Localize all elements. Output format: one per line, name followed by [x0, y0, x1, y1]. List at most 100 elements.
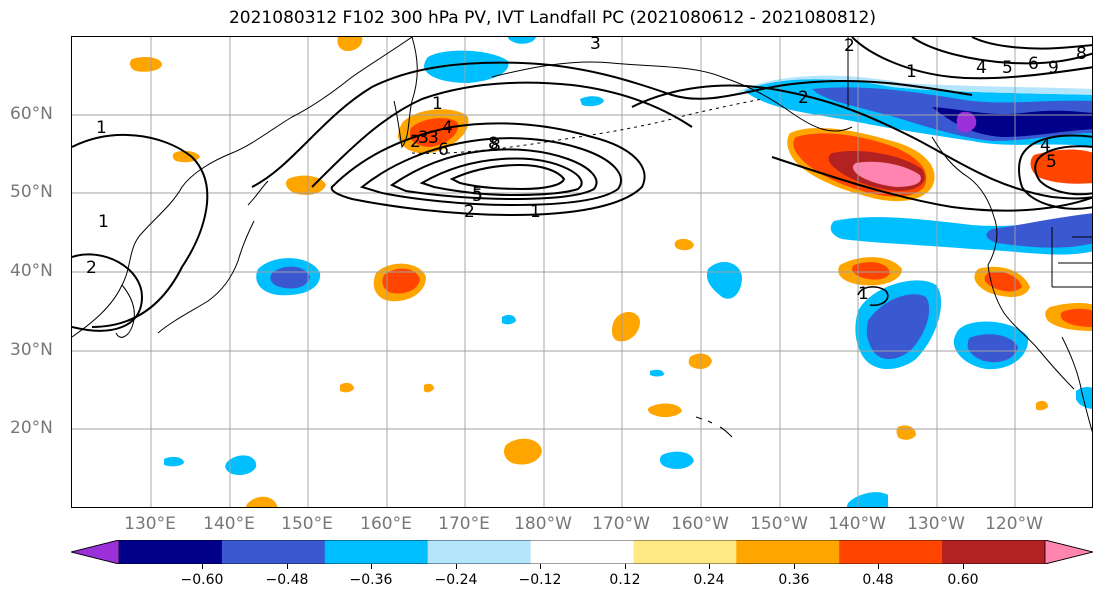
colorbar-tick: −0.24: [434, 572, 478, 588]
shading-purple-gulf-alaska: [956, 111, 977, 133]
colorbar-tick: 0.12: [609, 572, 641, 588]
colorbar-tickmark: [456, 564, 457, 569]
contour-label: 1: [906, 62, 917, 82]
coast-kamchatka: [393, 37, 418, 149]
shading-orange-22n-163w: [647, 403, 682, 418]
coast-alaska: [491, 61, 853, 132]
lon-label-170w: 170°W: [592, 514, 650, 534]
colorbar-tickmark: [794, 564, 795, 569]
shading-blue-60n-174w: [580, 96, 604, 107]
coast-asia-mainland: [72, 37, 413, 338]
contour-label: 6: [1028, 54, 1039, 74]
shading-orange-52n-148e: [286, 175, 326, 195]
colorbar-tickmark: [625, 564, 626, 569]
pv-contours: [72, 37, 1092, 332]
pv-contour-jet-1: [251, 61, 973, 188]
colorbar-segment: [530, 540, 634, 564]
colorbar-tickmark: [963, 564, 964, 569]
colorbar-tick: 0.24: [693, 572, 725, 588]
map-title: 2021080312 F102 300 hPa PV, IVT Landfall…: [228, 8, 876, 28]
colorbar-tick: 0.36: [778, 572, 810, 588]
shading-red-34n-right: [1060, 308, 1092, 327]
colorbar-tick: −0.60: [180, 572, 224, 588]
lon-label-180w: 180°W: [514, 514, 572, 534]
contour-label: 5: [472, 186, 483, 206]
shading-blue-18n-146e: [225, 455, 257, 475]
shading-orange-16n-178e: [504, 438, 542, 465]
shading-midblue-32n-137w: [866, 294, 930, 360]
colorbar-tickmark: [878, 564, 879, 569]
colorbar-tickmark: [709, 564, 710, 569]
colorbar: [71, 540, 1093, 564]
pv-contour-low-5: [449, 163, 566, 191]
pv-contour-east-2: [851, 37, 1092, 80]
colorbar-segment: [633, 540, 737, 564]
lon-label-130w: 130°W: [907, 514, 965, 534]
map-plot-area: 1 2 3 5 8 1 2 5 8 6 4 3 2 1 1 2 3 4 5 6 …: [71, 36, 1093, 508]
lon-label-160w: 160°W: [671, 514, 729, 534]
colorbar-tick: −0.36: [349, 572, 393, 588]
coastlines: [72, 37, 1092, 438]
contour-label: 1: [432, 94, 443, 114]
colorbar-tickmark: [540, 564, 541, 569]
shading-midblue-30n-123w: [967, 334, 1018, 363]
coast-north-america-inland: [847, 37, 1092, 288]
contour-label: 4: [442, 118, 453, 138]
shading-blue-32n-176e: [502, 314, 516, 325]
lat-label-40n: 40°N: [10, 261, 53, 281]
contour-label: 3: [428, 128, 439, 148]
shading-orange-23n-165e: [424, 383, 434, 393]
lon-label-160e: 160°E: [360, 514, 412, 534]
lat-label-30n: 30°N: [10, 340, 53, 360]
contour-label: 3: [590, 37, 601, 54]
colorbar-tick: −0.48: [265, 572, 309, 588]
contour-labels: 1 2 3 5 8 1 2 5 8 6 4 3 2 1 1 2 3 4 5 6 …: [86, 37, 1087, 304]
shading-blue-24n-168w: [650, 369, 664, 377]
contour-label: 4: [1040, 136, 1051, 156]
pv-contour-jet-2: [311, 81, 693, 188]
colorbar-segment: [427, 540, 532, 564]
shading-orange-32n-171w: [611, 312, 640, 342]
colorbar-tick: 0.60: [947, 572, 979, 588]
pv-contour-low-1: [330, 122, 646, 217]
shading-orange-right-50n: [1030, 149, 1092, 184]
lat-label-20n: 20°N: [10, 418, 53, 438]
map-svg: 1 2 3 5 8 1 2 5 8 6 4 3 2 1 1 2 3 4 5 6 …: [72, 37, 1092, 507]
contour-label: 1: [96, 118, 107, 138]
coast-korea: [115, 284, 135, 338]
shading-layer: [129, 37, 1092, 507]
lat-label-50n: 50°N: [10, 182, 53, 202]
coast-aleutians: [411, 98, 763, 154]
pv-contour-right-low-2: [1034, 145, 1092, 196]
contour-label: 8: [490, 136, 501, 156]
colorbar-tickmark: [202, 564, 203, 569]
shading-orange-67n-163e: [337, 37, 363, 51]
colorbar-segment: [736, 540, 840, 564]
shading-orange-23n-157e: [340, 382, 354, 393]
pv-contour-small-38n: [857, 286, 889, 307]
colorbar-segment: [839, 540, 943, 564]
coast-baja: [1061, 336, 1092, 433]
pv-contour-ridge: [631, 84, 1092, 200]
shading-orange-64n-137e: [129, 57, 162, 72]
contour-label: 2: [844, 37, 855, 56]
colorbar-segment: [942, 540, 1046, 564]
coast-japan: [157, 180, 269, 334]
shading-pink-nepac: [853, 161, 921, 187]
contour-label: 2: [86, 258, 97, 278]
contour-label: 5: [1002, 58, 1013, 78]
shading-orange-27n-159w: [688, 353, 712, 369]
colorbar-segment: [221, 540, 326, 564]
lat-label-60n: 60°N: [10, 104, 53, 124]
pv-contour-low-2: [359, 137, 622, 207]
shading-red-38n-138w: [852, 262, 890, 280]
contour-label: 2: [798, 88, 809, 108]
lon-label-140e: 140°E: [203, 514, 255, 534]
colorbar-segment: [119, 540, 223, 564]
colorbar-tick: 0.48: [862, 572, 894, 588]
lon-label-120w: 120°W: [985, 514, 1043, 534]
lon-label-150e: 150°E: [281, 514, 333, 534]
contour-label: 5: [472, 184, 483, 204]
shading-blue-62n-170e: [424, 50, 509, 83]
shading-orange-18n-133w: [896, 425, 916, 440]
